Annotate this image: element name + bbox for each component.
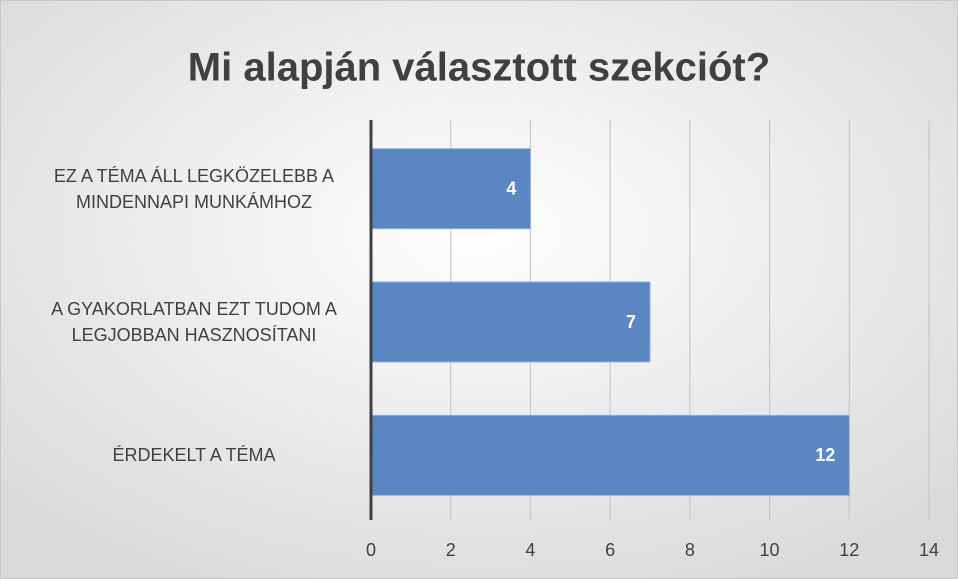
data-label: 12: [815, 445, 835, 465]
data-label: 7: [626, 312, 636, 332]
bar: [370, 148, 531, 230]
x-tick-label: 14: [919, 540, 939, 560]
x-tick-label: 4: [525, 540, 535, 560]
bar: [370, 414, 850, 496]
x-tick-label: 10: [760, 540, 780, 560]
chart-title: Mi alapján választott szekciót?: [188, 46, 770, 90]
x-tick-label: 8: [685, 540, 695, 560]
x-tick-label: 2: [446, 540, 456, 560]
x-tick-label: 12: [839, 540, 859, 560]
x-tick-label: 0: [366, 540, 376, 560]
x-tick-label: 6: [605, 540, 615, 560]
bar: [370, 281, 651, 363]
y-tick-label: EZ A TÉMA ÁLL LEGKÖZELEBB A MINDENNAPI M…: [53, 165, 335, 212]
data-label: 4: [506, 178, 516, 198]
y-tick-label: ÉRDEKELT A TÉMA: [112, 445, 276, 466]
y-tick-label: A GYAKORLATBAN EZT TUDOM A LEGJOBBAN HAS…: [51, 299, 337, 345]
